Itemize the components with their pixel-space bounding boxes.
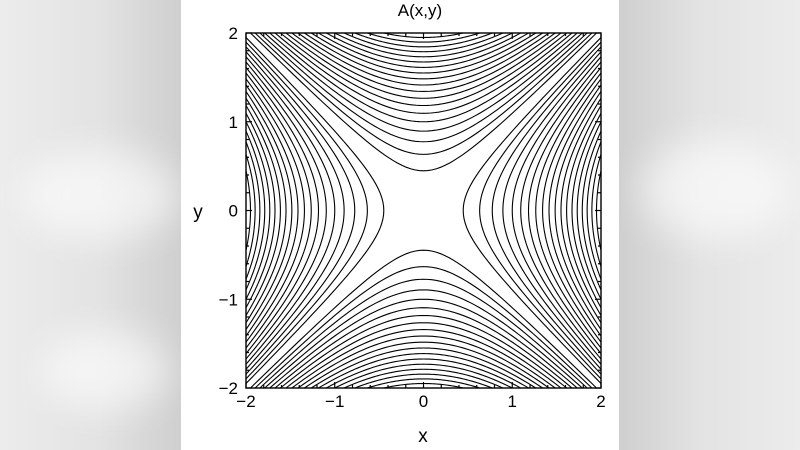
contour-line-top: [254, 32, 593, 155]
contour-line-right: [554, 91, 602, 330]
y-axis-label: y: [193, 202, 203, 223]
contour-line-bottom: [285, 322, 562, 389]
contour-line-left: [245, 91, 293, 330]
x-tick-label: 1: [508, 392, 517, 411]
contour-line-right: [502, 51, 602, 370]
chart-title: A(x,y): [398, 1, 442, 20]
contour-line-bottom: [259, 278, 588, 389]
contour-line-bottom: [291, 329, 556, 389]
contour-line-left: [245, 84, 299, 337]
contour-line-bottom: [250, 249, 597, 389]
contour-line-left: [245, 51, 345, 370]
contour-line-bottom: [318, 353, 529, 389]
contour-line-right: [576, 121, 602, 300]
contour-line-left: [245, 97, 287, 324]
contour-line-top: [297, 32, 550, 86]
contour-line-left: [245, 154, 256, 267]
contour-line-right: [479, 41, 602, 380]
x-tick-label: −2: [236, 392, 255, 411]
contour-line-left: [245, 121, 271, 300]
contour-line-top: [367, 32, 480, 43]
contour-line-right: [542, 78, 602, 343]
x-tick-label: 0: [419, 392, 428, 411]
contour-line-top: [264, 32, 583, 132]
contour-line-top: [259, 32, 588, 143]
contour-line-left: [245, 37, 385, 384]
background-blob: [640, 140, 790, 240]
contour-line-left: [245, 41, 368, 380]
contour-line-bottom: [264, 289, 583, 389]
y-tick-label: 2: [229, 24, 238, 43]
contour-line-top: [318, 32, 529, 68]
contour-line-bottom: [367, 378, 480, 389]
x-tick-label: 2: [596, 392, 605, 411]
contour-line-left: [245, 113, 276, 308]
contour-line-left: [245, 141, 261, 280]
contour-line-left: [245, 130, 266, 291]
contour-line-bottom: [310, 347, 537, 389]
contour-line-left: [245, 67, 320, 354]
contour-line-right: [581, 130, 602, 291]
contour-line-right: [511, 56, 602, 365]
contour-line-top: [291, 32, 556, 92]
figure-panel: A(x,y) x y −2 −1 0 1 2 −2 −1 0 1 2: [181, 0, 619, 450]
contour-line-left: [245, 72, 312, 349]
contour-line-bottom: [280, 314, 567, 389]
contour-line-right: [535, 72, 602, 349]
contour-line-right: [491, 46, 602, 375]
background-blob: [40, 330, 170, 410]
contour-line-top: [326, 32, 521, 63]
contour-line-right: [591, 154, 602, 267]
contour-line-bottom: [326, 358, 521, 389]
x-axis-label: x: [418, 426, 428, 447]
contour-line-top: [343, 32, 504, 53]
contour-line-top: [334, 32, 513, 58]
y-tick-label: −2: [219, 379, 238, 398]
contour-line-bottom: [269, 298, 578, 389]
contour-line-right: [527, 67, 602, 354]
y-tick-label: −1: [219, 290, 238, 309]
contour-line-bottom: [304, 341, 543, 389]
y-tick-label: 0: [229, 202, 238, 221]
contour-line-right: [571, 113, 602, 308]
y-tick-label: 1: [229, 113, 238, 132]
contour-line-right: [586, 141, 602, 280]
contour-line-top: [280, 32, 567, 107]
contour-line-top: [274, 32, 573, 114]
contour-line-top: [304, 32, 543, 80]
contour-lines: [245, 32, 602, 389]
contour-line-left: [245, 46, 356, 375]
contour-line-top: [269, 32, 578, 123]
contour-line-left: [245, 78, 305, 343]
contour-line-right: [462, 37, 602, 384]
contour-line-left: [245, 61, 327, 360]
contour-line-right: [520, 61, 602, 360]
axis-ticks: −2 −1 0 1 2 −2 −1 0 1 2: [219, 24, 606, 411]
contour-chart: A(x,y) x y −2 −1 0 1 2 −2 −1 0 1 2: [193, 1, 606, 447]
contour-line-right: [560, 97, 602, 324]
contour-line-bottom: [274, 307, 573, 389]
contour-line-right: [566, 105, 602, 316]
contour-line-top: [250, 32, 597, 172]
contour-line-top: [310, 32, 537, 74]
contour-line-top: [354, 32, 493, 48]
contour-line-top: [285, 32, 562, 99]
contour-line-left: [245, 56, 336, 365]
contour-line-right: [548, 84, 602, 337]
x-tick-label: −1: [325, 392, 344, 411]
contour-line-bottom: [343, 368, 504, 389]
contour-line-bottom: [334, 363, 513, 389]
background-blob: [20, 150, 180, 240]
contour-line-bottom: [254, 266, 593, 389]
contour-line-bottom: [297, 335, 550, 389]
contour-line-bottom: [354, 373, 493, 389]
plot-frame: [245, 32, 602, 389]
contour-line-left: [245, 105, 281, 316]
